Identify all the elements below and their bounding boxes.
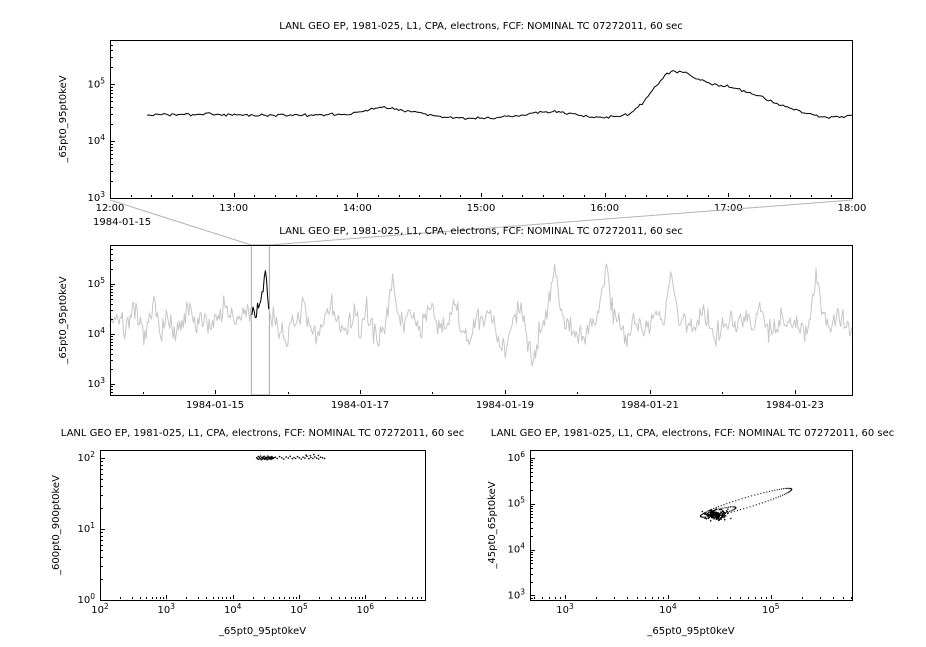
panel-0-title: LANL GEO EP, 1981-025, L1, CPA, electron… bbox=[279, 21, 683, 32]
tick-label: 1984-01-15 bbox=[186, 400, 244, 411]
plot-frame[interactable] bbox=[530, 450, 853, 601]
panel-2-xlabel: _65pt0_95pt0keV bbox=[218, 626, 307, 637]
panel-2-title: LANL GEO EP, 1981-025, L1, CPA, electron… bbox=[60, 428, 465, 439]
series-flux-context bbox=[109, 263, 853, 367]
tick-label: 105 bbox=[507, 496, 525, 510]
tick-label: 101 bbox=[77, 521, 95, 535]
series-flux-highlight bbox=[251, 270, 270, 319]
tick-label: 106 bbox=[357, 602, 375, 616]
tick-label: 103 bbox=[507, 587, 525, 601]
tick-label: 14:00 bbox=[343, 203, 372, 214]
tick-label: 1984-01-17 bbox=[331, 400, 389, 411]
tick-label: 105 bbox=[87, 76, 105, 90]
tick-label: 103 bbox=[87, 376, 105, 390]
tick-label: 103 bbox=[87, 190, 105, 204]
tick-label: 104 bbox=[224, 602, 242, 616]
tick-label: 1984-01-21 bbox=[621, 400, 679, 411]
tick-label: 1984-01-19 bbox=[476, 400, 534, 411]
tick-label: 103 bbox=[556, 602, 574, 616]
series-scatter-45-65 bbox=[699, 487, 793, 518]
panel-2: 100 101 102 102 103 104 105 106 bbox=[77, 450, 426, 616]
tick-label: 104 bbox=[87, 326, 105, 340]
panel-3-ylabel: _45pt0_65pt0keV bbox=[487, 481, 498, 569]
tick-label: 15:00 bbox=[467, 203, 496, 214]
series-scatter-600-900 bbox=[255, 453, 326, 461]
panel-1: 103 104 105 1984-01-15 1984-01-17 1984-01-19 1… bbox=[87, 199, 853, 411]
plot-frame[interactable] bbox=[100, 450, 426, 601]
panel-0: 103 104 105 12:00 13:00 14:00 15:00 16:00 17:00 1… bbox=[87, 40, 867, 214]
tick-label: 17:00 bbox=[714, 203, 743, 214]
tick-label: 100 bbox=[77, 592, 95, 606]
tick-label: 105 bbox=[87, 276, 105, 290]
zoom-connector-left bbox=[109, 199, 252, 246]
tick-label: 102 bbox=[91, 602, 109, 616]
tick-label: 106 bbox=[507, 450, 525, 464]
tick-label: 102 bbox=[77, 450, 95, 464]
tick-label: 18:00 bbox=[838, 203, 867, 214]
series-scatter-45-65 bbox=[701, 508, 732, 522]
panel-0-date-label: 1984-01-15 bbox=[93, 217, 152, 228]
panel-3-title: LANL GEO EP, 1981-025, L1, CPA, electron… bbox=[490, 428, 895, 439]
tick-label: 13:00 bbox=[219, 203, 248, 214]
tick-label: 1984-01-23 bbox=[766, 400, 824, 411]
tick-label: 104 bbox=[507, 542, 525, 556]
panel-0-ylabel: _65pt0_95pt0keV bbox=[58, 75, 69, 163]
panel-1-ylabel: _65pt0_95pt0keV bbox=[58, 276, 69, 364]
tick-label: 104 bbox=[87, 133, 105, 147]
plot-frame[interactable] bbox=[110, 245, 853, 396]
zoom-connector-right bbox=[269, 199, 853, 246]
zoom-region-box[interactable] bbox=[250, 244, 270, 396]
tick-label: 16:00 bbox=[590, 203, 619, 214]
panel-3-xlabel: _65pt0_95pt0keV bbox=[647, 626, 735, 637]
panel-2-ylabel: _600pt0_900pt0keV bbox=[51, 475, 62, 575]
panel-1-title: LANL GEO EP, 1981-025, L1, CPA, electron… bbox=[279, 226, 683, 237]
tick-label: 105 bbox=[762, 602, 780, 616]
tick-label: 12:00 bbox=[96, 203, 125, 214]
plot-frame[interactable] bbox=[110, 40, 853, 199]
panel-3: 103 104 105 106 103 104 105 bbox=[507, 450, 853, 616]
tick-label: 103 bbox=[158, 602, 176, 616]
series-flux-zoom bbox=[147, 70, 853, 120]
tick-label: 105 bbox=[290, 602, 308, 616]
tick-label: 104 bbox=[659, 602, 677, 616]
